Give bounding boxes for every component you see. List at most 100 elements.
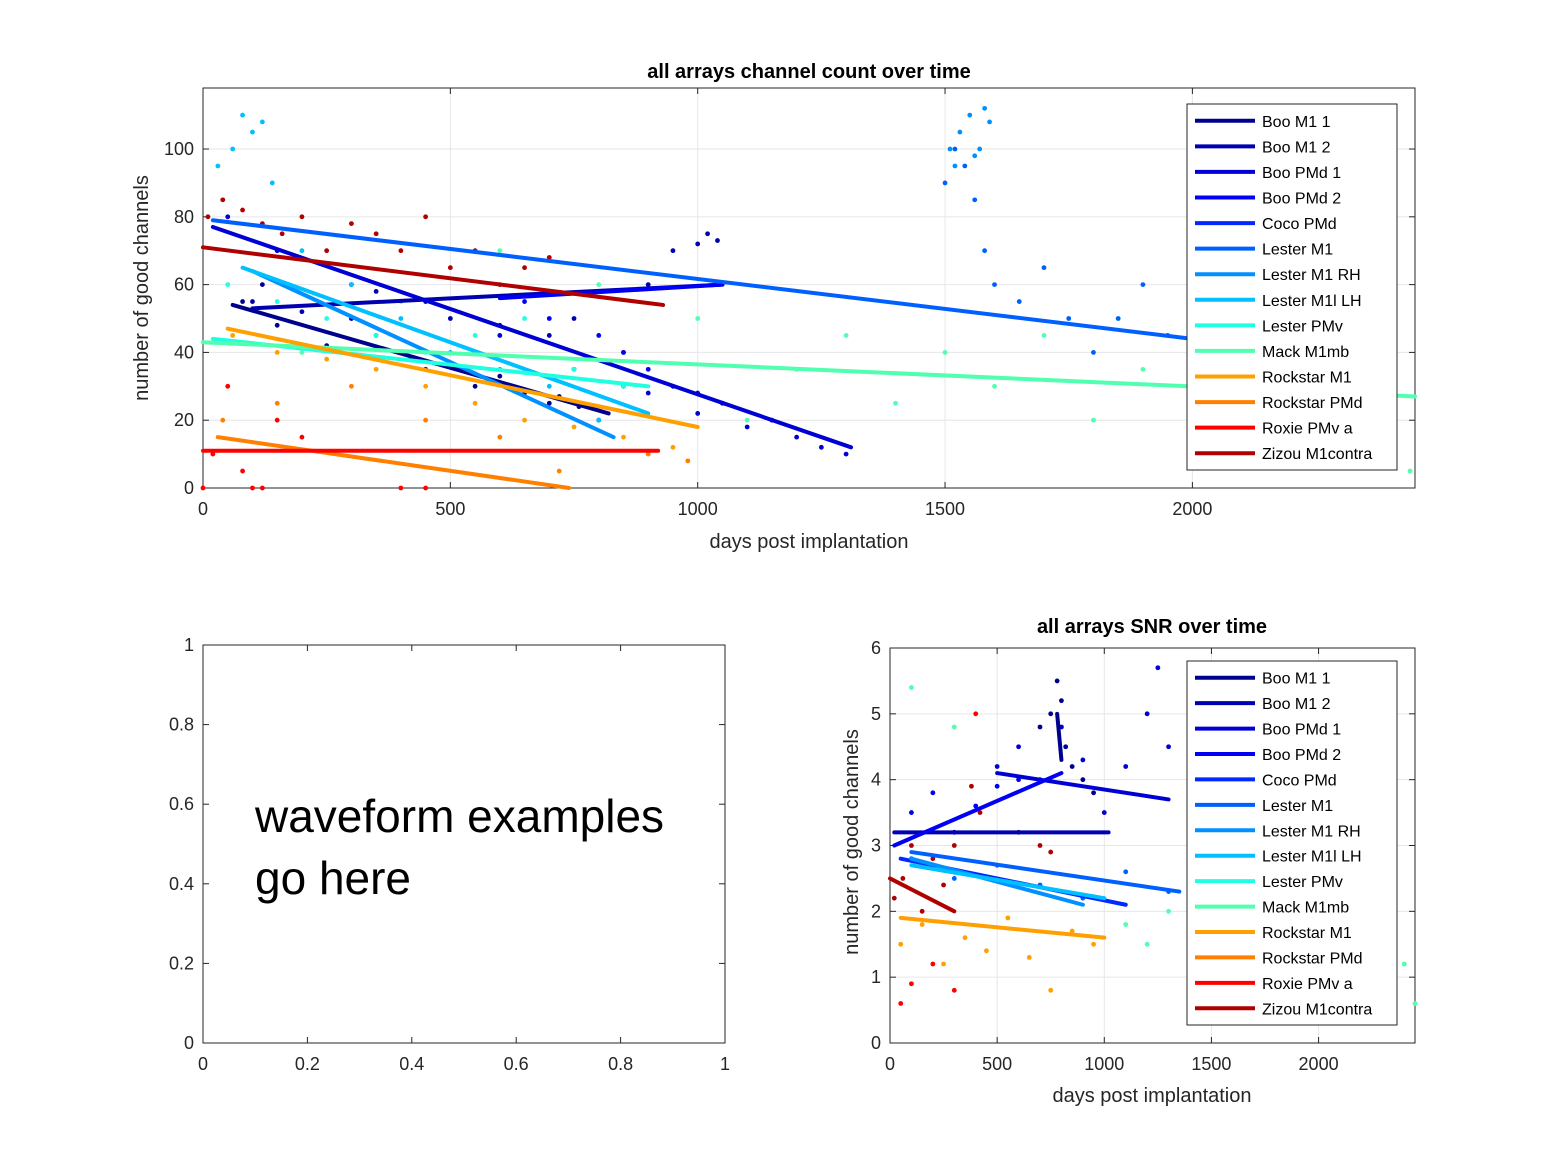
channel-count-scatter-point [274,400,280,406]
channel-count-scatter-point [571,424,577,430]
snr-scatter-point [930,790,936,796]
snr-legend-label: Boo PMd 2 [1262,747,1341,764]
channel-count-legend-label: Mack M1mb [1262,344,1349,361]
snr-legend: Boo M1 1 Boo M1 2 Boo PMd 1 Boo PMd 2 Coco P… [1186,660,1398,1026]
channel-count-legend-label: Rockstar M1 [1262,370,1352,387]
channel-count-scatter-point [546,333,552,338]
channel-count-scatter-point [621,350,626,355]
snr-fit-line [892,771,1064,848]
channel-count-ytick-label: 100 [164,139,194,159]
channel-count-scatter-point [967,112,973,118]
snr-legend-label: Zizou M1contra [1262,1001,1372,1018]
channel-count-legend-label: Rockstar PMd [1262,395,1362,412]
channel-count-scatter-point [1091,417,1096,423]
channel-count-ytick-label: 40 [174,342,194,362]
snr-scatter-point [962,935,968,941]
channel-count-scatter-point [349,383,354,389]
channel-count-xtick-label: 1000 [678,499,718,519]
channel-count-scatter-point [423,214,429,220]
channel-count-legend-label: Boo M1 1 [1262,114,1331,131]
channel-count-scatter-point [1041,265,1047,271]
snr-ytick-label: 1 [871,967,881,987]
channel-count-fit-line [210,218,1195,341]
snr-scatter-point [951,876,957,881]
channel-count-scatter-point [522,316,527,321]
snr-scatter-point [977,810,983,815]
channel-count-scatter-point [952,146,958,152]
channel-count-legend-label: Lester M1l LH [1262,293,1362,310]
waveform-xtick-label: 0.6 [504,1054,529,1074]
snr-ytick-label: 4 [871,770,881,790]
channel-count-scatter-point [596,333,602,338]
snr-scatter-point [973,711,979,717]
channel-count-scatter-point [274,299,280,304]
channel-count-scatter-point [744,417,750,423]
snr-scatter-point [1401,961,1407,967]
snr-scatter-point [1080,757,1086,763]
snr-scatter-point [1166,908,1171,914]
channel-count-scatter-point [952,163,958,169]
channel-count-scatter-point [373,333,379,338]
snr-scatter-point [1144,711,1150,717]
channel-count-legend: Boo M1 1 Boo M1 2 Boo PMd 1 Boo PMd 2 Coco P… [1186,103,1398,471]
snr-scatter-point [898,941,904,947]
channel-count-scatter-point [992,282,997,288]
channel-count-scatter-point [250,299,255,304]
snr-scatter-point [1016,744,1021,750]
channel-count-scatter-point [1041,333,1047,338]
snr-scatter-point [930,856,936,862]
channel-count-scatter-point [818,444,824,450]
waveform-ytick-label: 0 [184,1033,194,1053]
channel-count-scatter-point [279,231,285,237]
channel-count-scatter-point [240,112,245,118]
snr-scatter-point [898,1001,904,1006]
channel-count-scatter-point [423,383,429,389]
snr-scatter-point [1144,941,1150,947]
channel-count-scatter-point [1016,299,1022,304]
waveform-ytick-label: 0.4 [169,874,194,894]
snr-scatter-point [1091,941,1096,947]
channel-count-scatter-point [497,333,503,338]
channel-count-fit-line [240,265,651,416]
snr-title: all arrays SNR over time [1037,616,1267,638]
channel-count-scatter-point [220,417,226,423]
channel-count-scatter-point [705,231,710,237]
snr-scatter-point [1412,1001,1418,1006]
waveform-ytick-label: 0.6 [169,794,194,814]
channel-count-scatter-point [299,214,305,220]
snr-scatter-point [1048,987,1054,993]
channel-count-scatter-point [398,248,404,254]
channel-count-scatter-point [977,146,983,152]
channel-count-scatter-point [497,248,503,254]
snr-scatter-point [1123,922,1129,927]
channel-count-scatter-point [1091,350,1096,355]
channel-count-scatter-point [324,248,330,254]
channel-count-scatter-point [695,411,701,416]
waveform-plot-box [202,644,726,1044]
channel-count-scatter-point [200,485,206,491]
snr-scatter-point [1166,744,1171,750]
snr-xtick-label: 2000 [1299,1054,1339,1074]
snr-scatter-point [984,948,989,954]
channel-count-scatter-point [621,434,626,440]
channel-count-ticks: 0 500 1000 1500 2000 0 20 40 60 80 100 [164,88,1415,519]
waveform-annotation-line1: waveform examples [254,790,664,842]
channel-count-scatter-point [299,309,305,315]
snr-scatter-point [1069,928,1075,934]
channel-count-fit-line [225,326,700,429]
channel-count-scatter-point [670,444,676,450]
channel-count-scatter-point [744,424,750,430]
channel-count-legend-label: Lester M1 RH [1262,267,1361,284]
snr-legend-label: Lester M1 RH [1262,823,1361,840]
channel-count-scatter-point [274,350,280,355]
channel-count-scatter-point [645,366,651,372]
waveform-xtick-label: 0.2 [295,1054,320,1074]
channel-count-scatter-point [259,119,265,125]
channel-count-scatter-point [299,350,305,355]
snr-legend-label: Boo M1 2 [1262,696,1331,713]
channel-count-xtick-label: 1500 [925,499,965,519]
channel-count-scatter-point [259,282,265,288]
snr-scatter-point [1037,724,1043,730]
channel-count-scatter-point [324,356,330,362]
snr-legend-box [1186,660,1398,1026]
